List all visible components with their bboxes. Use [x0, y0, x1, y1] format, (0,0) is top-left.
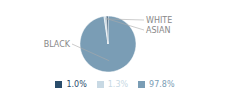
- svg-text:ASIAN: ASIAN: [146, 26, 170, 35]
- html-text:1.0%: 1.0%: [66, 80, 87, 89]
- svg-text:WHITE: WHITE: [146, 16, 172, 25]
- svg-text:BLACK: BLACK: [44, 40, 71, 49]
- html-text:1.3%: 1.3%: [107, 80, 129, 89]
- html-text:97.8%: 97.8%: [149, 80, 175, 89]
